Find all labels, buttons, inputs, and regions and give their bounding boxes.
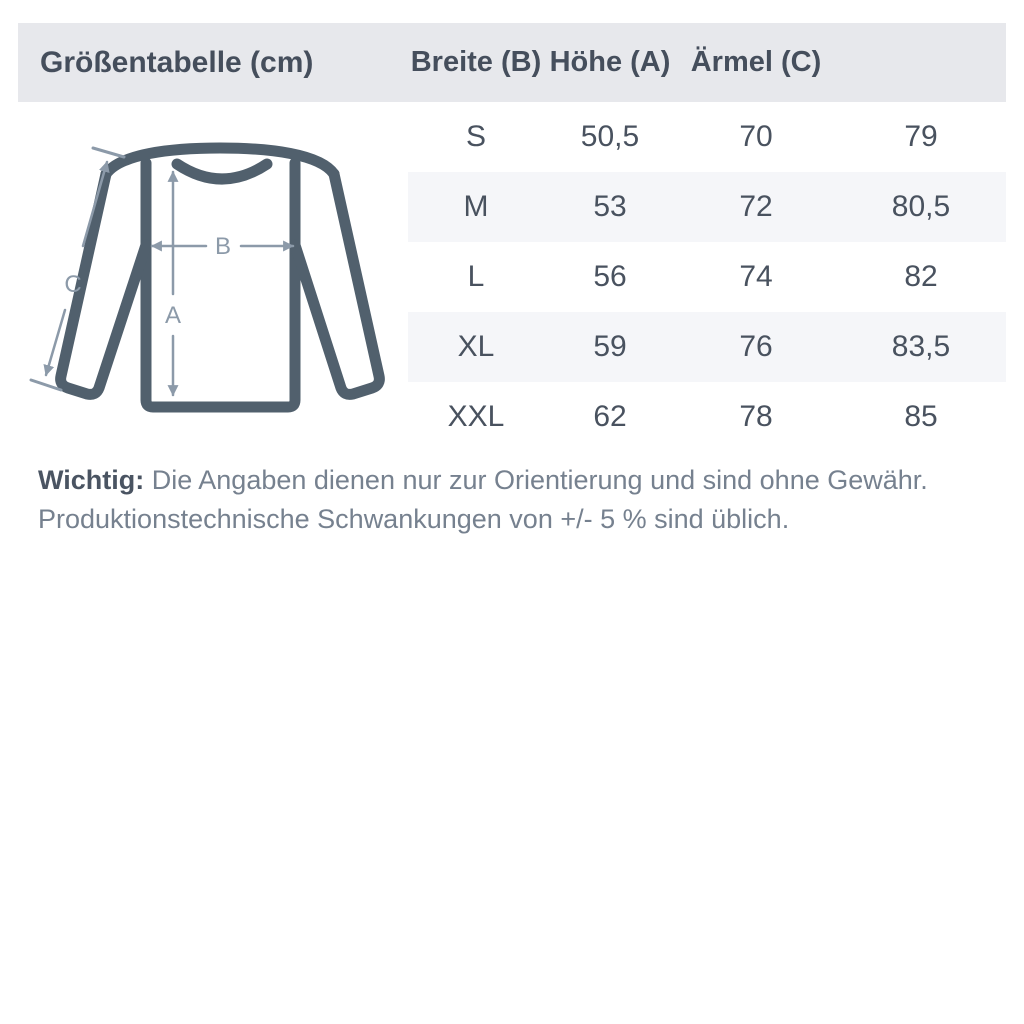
- sleeve-arrow-icon: [46, 162, 107, 375]
- size-chart-header: Größentabelle (cm) Breite (B) Höhe (A) Ä…: [18, 23, 1006, 102]
- breite-value: 50,5: [580, 120, 640, 153]
- disclaimer-note: Wichtig: Die Angaben dienen nur zur Orie…: [38, 461, 998, 539]
- aermel-value: 83,5: [891, 330, 951, 363]
- column-header-aermel: Ärmel (C): [690, 46, 822, 78]
- table-row-xxl: XXL 62 78 85: [408, 382, 1006, 452]
- aermel-value: 82: [904, 260, 938, 293]
- hoehe-value: 70: [739, 120, 773, 153]
- sweater-diagram-icon: A B C: [29, 142, 385, 413]
- hoehe-value: 74: [739, 260, 773, 293]
- breite-value: 59: [593, 330, 627, 363]
- disclaimer-line-1: Wichtig: Die Angaben dienen nur zur Orie…: [38, 461, 998, 500]
- measurement-arrows: [29, 146, 293, 395]
- label-b: B: [215, 233, 231, 260]
- size-label: XL: [457, 330, 495, 363]
- column-header-breite: Breite (B): [410, 46, 542, 78]
- disclaimer-text-1: Die Angaben dienen nur zur Orientierung …: [151, 465, 928, 495]
- hoehe-value: 78: [739, 400, 773, 433]
- sleeve-tick-top-icon: [91, 146, 126, 159]
- breite-value: 53: [593, 190, 627, 223]
- aermel-value: 80,5: [891, 190, 951, 223]
- column-header-hoehe: Höhe (A): [549, 46, 671, 78]
- table-row-s: S 50,5 70 79: [408, 102, 1006, 172]
- garment-measurement-diagram: A B C: [20, 118, 420, 448]
- sleeve-tick-bottom-icon: [29, 378, 63, 392]
- disclaimer-lead: Wichtig:: [38, 465, 145, 495]
- size-label: XXL: [447, 400, 505, 433]
- disclaimer-line-2: Produktionstechnische Schwankungen von +…: [38, 504, 790, 534]
- breite-value: 62: [593, 400, 627, 433]
- hoehe-value: 72: [739, 190, 773, 223]
- aermel-value: 85: [904, 400, 938, 433]
- label-a: A: [165, 302, 181, 329]
- aermel-value: 79: [904, 120, 938, 153]
- size-table: S 50,5 70 79 M 53 72 80,5 L 56 74 82 XL …: [408, 102, 1006, 452]
- page-title: Größentabelle (cm): [40, 45, 314, 79]
- size-label: L: [467, 260, 485, 293]
- sweater-outline-icon: [55, 142, 385, 413]
- table-row-xl: XL 59 76 83,5: [408, 312, 1006, 382]
- hoehe-value: 76: [739, 330, 773, 363]
- breite-value: 56: [593, 260, 627, 293]
- table-row-l: L 56 74 82: [408, 242, 1006, 312]
- size-label: S: [465, 120, 486, 153]
- table-row-m: M 53 72 80,5: [408, 172, 1006, 242]
- label-c: C: [64, 271, 81, 298]
- size-label: M: [463, 190, 489, 223]
